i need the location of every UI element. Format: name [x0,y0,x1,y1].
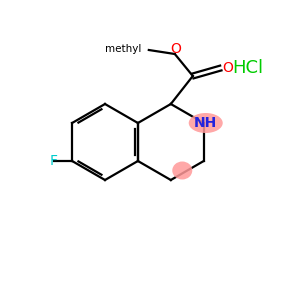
Ellipse shape [172,161,192,179]
Ellipse shape [189,113,223,133]
Text: HCl: HCl [232,59,264,77]
Text: methyl: methyl [105,44,142,54]
Text: O: O [170,42,181,56]
Text: NH: NH [194,116,217,130]
Text: O: O [222,61,233,75]
Text: F: F [50,154,58,168]
